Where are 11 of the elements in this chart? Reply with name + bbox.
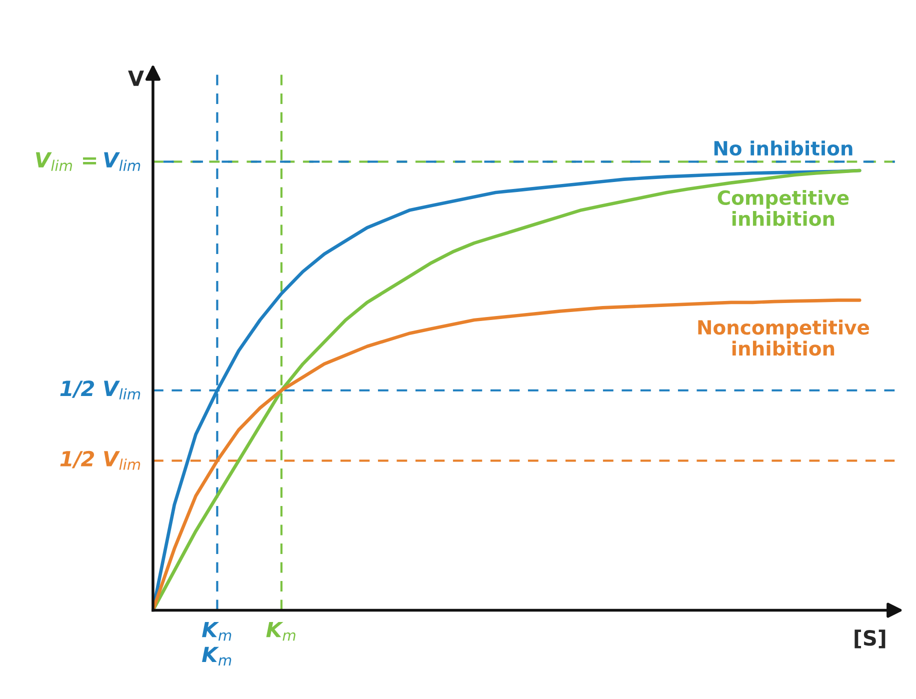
x-axis-title: [S] bbox=[854, 630, 886, 648]
ref-line-label: 1/2 V$_{lim}$ bbox=[60, 380, 140, 400]
x-tick-label: K$_{m}$ bbox=[266, 622, 296, 641]
series-label: Competitive inhibition bbox=[718, 190, 849, 226]
ref-line-label: V$_{lim}$ bbox=[104, 152, 140, 171]
ref-line-label: 1/2 V$_{lim}$ bbox=[60, 450, 140, 470]
series-label: No inhibition bbox=[714, 140, 852, 156]
x-tick-label: K$_{m}$ K$_{m}$ bbox=[202, 622, 232, 666]
y-axis-title: V bbox=[128, 70, 144, 86]
series-label: Noncompetitive inhibition bbox=[698, 320, 870, 356]
ref-line-label: V$_{lim}$ = bbox=[36, 152, 96, 171]
